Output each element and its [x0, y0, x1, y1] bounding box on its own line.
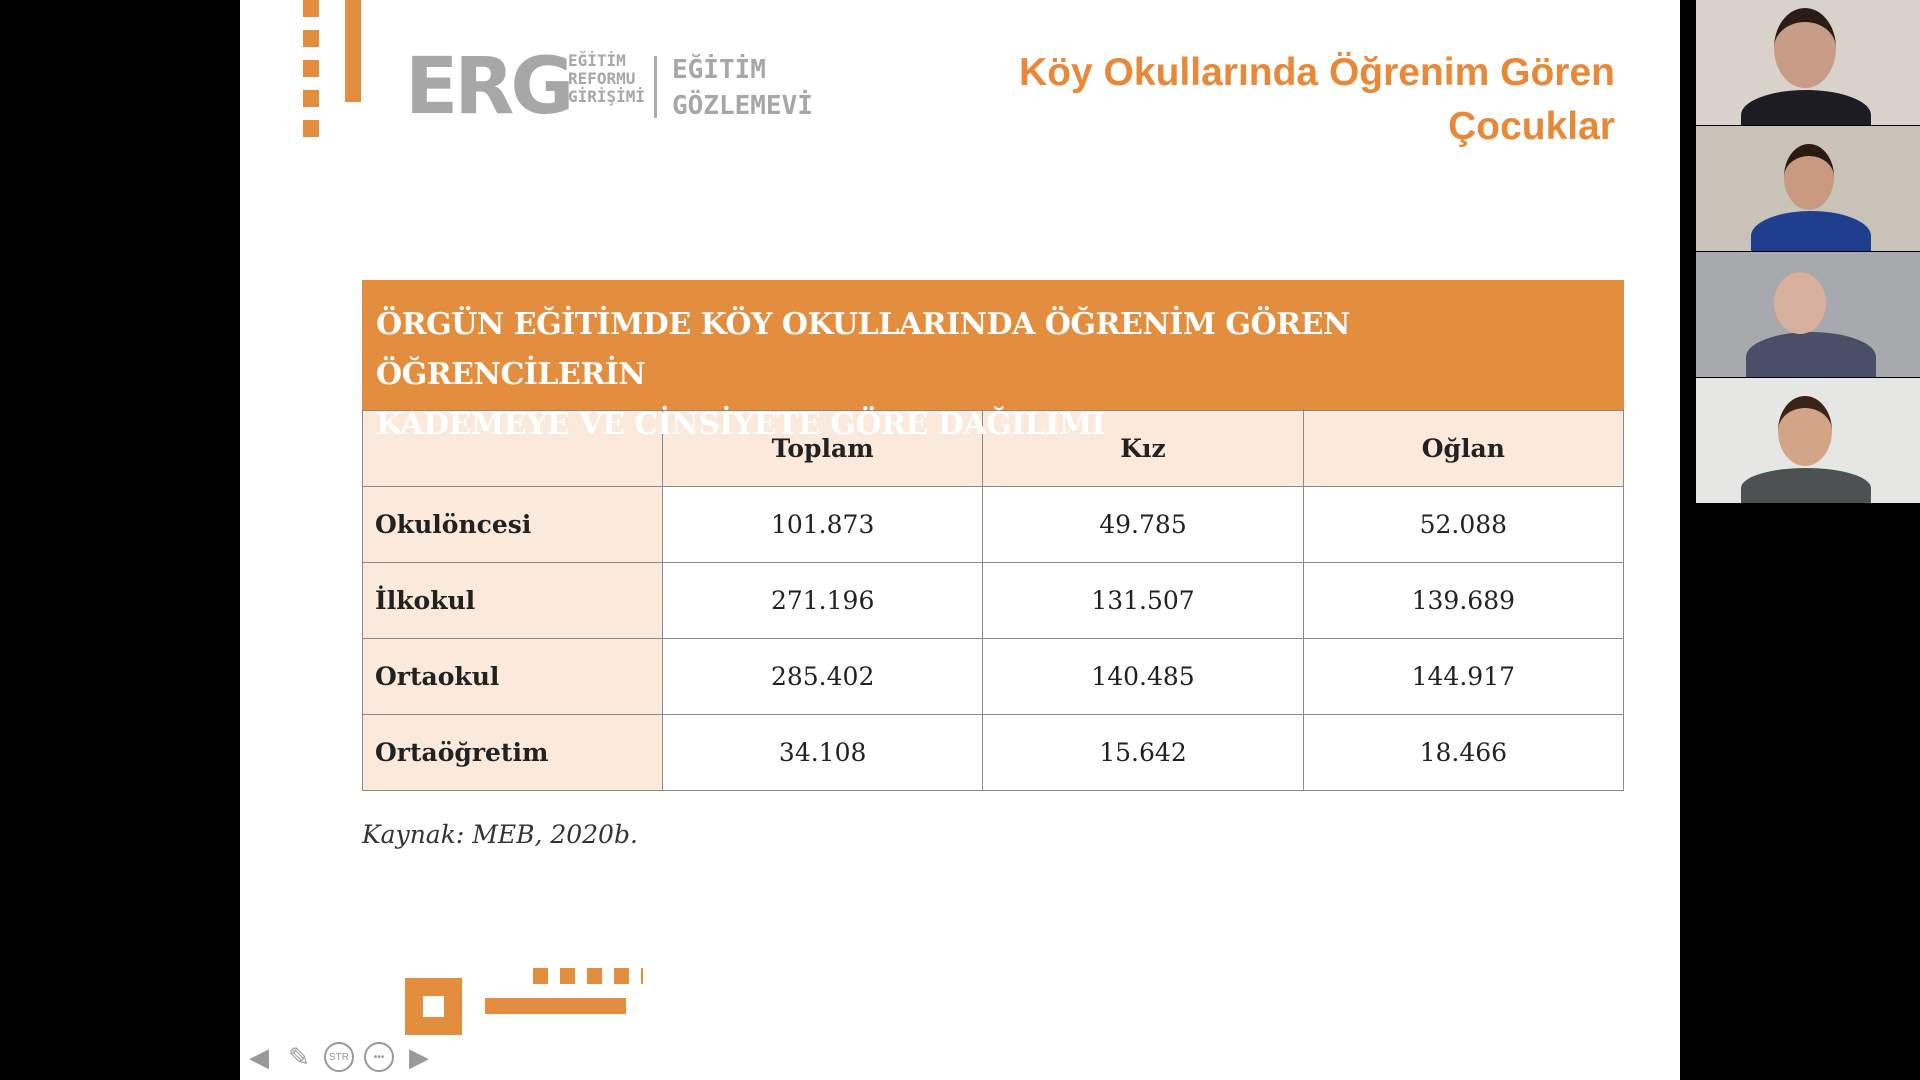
table-cell: 139.689 — [1302, 562, 1625, 639]
table-cell: 15.642 — [982, 714, 1304, 791]
decor-line — [485, 998, 626, 1014]
participant-video-1[interactable] — [1696, 0, 1920, 126]
table-row-okuloncesi: Okulöncesi 101.873 49.785 52.088 — [362, 486, 1625, 563]
source-note: Kaynak: MEB, 2020b. — [362, 820, 638, 849]
table-cell: 101.873 — [661, 486, 984, 563]
row-label: İlkokul — [362, 562, 663, 639]
logo-subtext: EĞİTİM GÖZLEMEVİ — [672, 55, 813, 121]
table-header-row: Toplam Kız Oğlan — [362, 410, 1625, 487]
table-cell: 49.785 — [982, 486, 1304, 563]
decor-square — [405, 978, 462, 1035]
table-row-ortaogretim: Ortaöğretim 34.108 15.642 18.466 — [362, 714, 1625, 791]
row-label: Okulöncesi — [362, 486, 663, 563]
decor-dots — [533, 968, 643, 984]
subtitles-icon[interactable]: STR — [324, 1042, 354, 1072]
decor-bar — [345, 0, 361, 102]
row-label: Ortaokul — [362, 638, 663, 715]
arrow-right-icon[interactable]: ▶ — [409, 1041, 429, 1072]
table-cell: 34.108 — [661, 714, 984, 791]
table-row-ilkokul: İlkokul 271.196 131.507 139.689 — [362, 562, 1625, 639]
table-title: ÖRGÜN EĞİTİMDE KÖY OKULLARINDA ÖĞRENİM G… — [362, 280, 1624, 442]
more-icon[interactable]: ••• — [364, 1042, 394, 1072]
slide-title: Köy Okullarında Öğrenim Gören Çocuklar — [1019, 51, 1615, 148]
row-label: Ortaöğretim — [362, 714, 663, 791]
logo-divider — [654, 56, 657, 118]
slideshow-controls: ◀ ✎ STR ••• ▶ — [244, 1042, 434, 1072]
table-cell: 285.402 — [661, 638, 984, 715]
header-kiz: Kız — [982, 410, 1304, 487]
header-oglan: Oğlan — [1302, 410, 1625, 487]
decor-dashes — [303, 0, 319, 150]
participant-video-4[interactable] — [1696, 378, 1920, 504]
data-table: ÖRGÜN EĞİTİMDE KÖY OKULLARINDA ÖĞRENİM G… — [362, 280, 1625, 791]
table-cell: 140.485 — [982, 638, 1304, 715]
erg-logo: ERG — [405, 42, 574, 132]
arrow-left-icon[interactable]: ◀ — [249, 1041, 269, 1072]
table-cell: 144.917 — [1302, 638, 1625, 715]
participant-video-2[interactable] — [1696, 126, 1920, 252]
header-empty — [362, 410, 663, 487]
table-row-ortaokul: Ortaokul 285.402 140.485 144.917 — [362, 638, 1625, 715]
pen-icon[interactable]: ✎ — [288, 1041, 310, 1072]
table-cell: 271.196 — [661, 562, 984, 639]
table-cell: 18.466 — [1302, 714, 1625, 791]
table-cell: 131.507 — [982, 562, 1304, 639]
presentation-slide: ERG EĞİTİM REFORMU GİRİŞİMİ EĞİTİM GÖZLEMEV… — [240, 0, 1680, 1080]
participants-panel — [1696, 0, 1920, 504]
logo-text: EĞİTİM REFORMU GİRİŞİMİ — [568, 51, 646, 106]
participant-video-3[interactable] — [1696, 252, 1920, 378]
table-cell: 52.088 — [1302, 486, 1625, 563]
